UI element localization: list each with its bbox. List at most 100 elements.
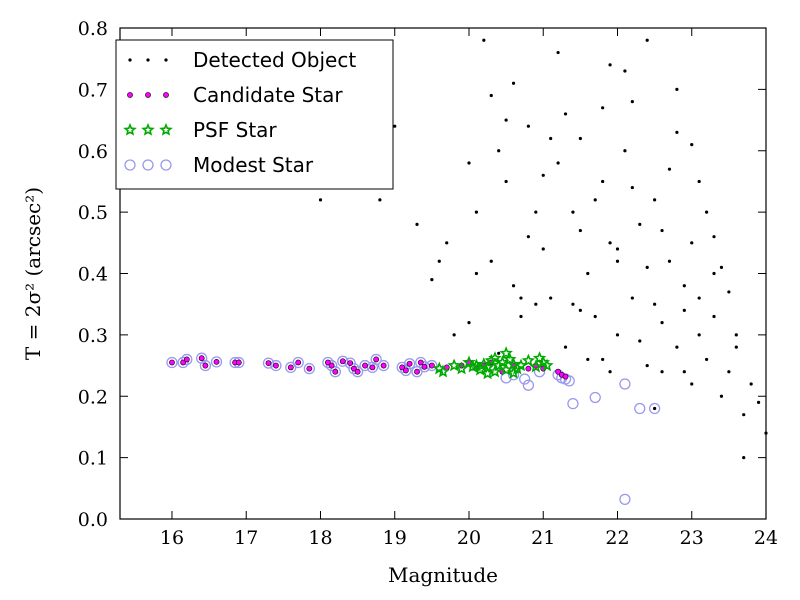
detected-object-point [675,130,679,134]
legend-marker [123,122,137,136]
detected-object-point [653,302,657,306]
psf-star-point [447,358,461,372]
candidate-star-point [369,364,376,371]
detected-object-point [608,370,612,374]
detected-object-point [511,284,516,288]
detected-object-point [697,296,701,300]
y-tick-label: 0.5 [78,202,108,224]
x-tick-label: 22 [605,527,629,549]
detected-object-point [497,351,501,355]
detected-object-point [660,321,664,325]
psf-star-point [499,346,513,360]
legend-label: Candidate Star [193,83,343,107]
detected-object-point [415,222,419,226]
x-tick-label: 21 [531,527,555,549]
psf-star-point [465,359,480,373]
candidate-star-point [325,359,331,366]
modest-star-point [325,359,338,372]
candidate-star-point [399,364,406,371]
modest-star-point [589,391,601,404]
x-tick-label: 17 [234,527,258,549]
detected-object-point [430,278,434,282]
candidate-star-point [402,367,409,374]
series-psf-star [432,346,554,380]
detected-object-point [601,179,605,184]
x-tick-label: 16 [160,527,184,549]
detected-object-point [556,161,560,165]
candidate-star-point [235,359,242,366]
psf-star-point [473,362,487,376]
x-tick-label: 23 [680,527,704,549]
detected-object-point [571,302,575,306]
detected-object-point [504,179,508,184]
detected-object-point [712,235,716,239]
detected-object-point [534,302,538,306]
psf-star-point [495,355,510,369]
detected-object-point [378,198,382,202]
candidate-star-point [417,359,424,366]
psf-star-point [540,358,554,372]
modest-star-point [292,356,304,369]
detected-object-point [519,314,523,319]
y-tick-label: 0.4 [78,264,108,286]
detected-object-point [727,290,731,294]
detected-object-point [712,271,716,276]
detected-object-point [712,314,716,319]
candidate-star-point [362,362,368,369]
modest-star-point [563,375,575,387]
psf-star-point [506,365,521,379]
detected-object-point [660,370,664,374]
detected-object-point [615,333,620,337]
legend-entry: Candidate Star [127,83,343,107]
y-tick-label: 0.0 [78,509,108,531]
legend: Detected Object Candidate Star PSF Star Mod… [115,39,394,190]
y-tick-label: 0.8 [78,18,108,40]
detected-object-point [638,222,642,226]
legend-marker [145,92,151,98]
detected-object-point [474,271,479,276]
detected-object-point [526,235,530,239]
modest-star-point [619,378,631,390]
detected-object-point [682,370,686,374]
psf-star-point [488,364,502,378]
detected-object-point [645,363,649,368]
detected-object-point [393,124,397,128]
legend-label: Detected Object [193,48,356,72]
detected-object-point [563,345,568,349]
detected-object-point [608,63,612,67]
modest-star-point [344,357,356,369]
modest-star-point [348,362,360,375]
modest-star-point [403,358,416,370]
detected-object-point [445,241,449,245]
detected-object-point [504,118,508,122]
modest-star-point [359,359,371,372]
detected-object-point [756,400,761,404]
modest-star-point [519,373,531,385]
detected-object-point [482,38,486,42]
candidate-star-point [350,365,357,372]
modest-star-point [303,362,315,375]
detected-object-point [734,345,738,349]
candidate-star-point [202,362,209,369]
x-tick-label: 20 [457,527,481,549]
detected-object-point [571,210,575,214]
psf-star-point [488,351,502,364]
detected-object-point [578,228,582,233]
detected-object-point [615,247,620,251]
modest-star-point [181,353,193,366]
modest-star-point [351,366,364,378]
legend-marker [124,159,136,171]
y-tick-label: 0.7 [78,79,108,101]
detected-object-point [667,167,672,171]
detected-object-point [497,149,501,153]
candidate-star-point [380,362,387,369]
candidate-star-point [332,368,339,375]
y-tick-label: 0.3 [78,325,108,347]
candidate-star-point [180,359,187,366]
legend-entry: Detected Object [128,48,356,72]
modest-star-point [177,356,189,369]
candidate-star-point [287,364,294,371]
detected-object-point [549,296,553,300]
detected-object-point [556,50,560,55]
detected-object-point [586,271,590,276]
